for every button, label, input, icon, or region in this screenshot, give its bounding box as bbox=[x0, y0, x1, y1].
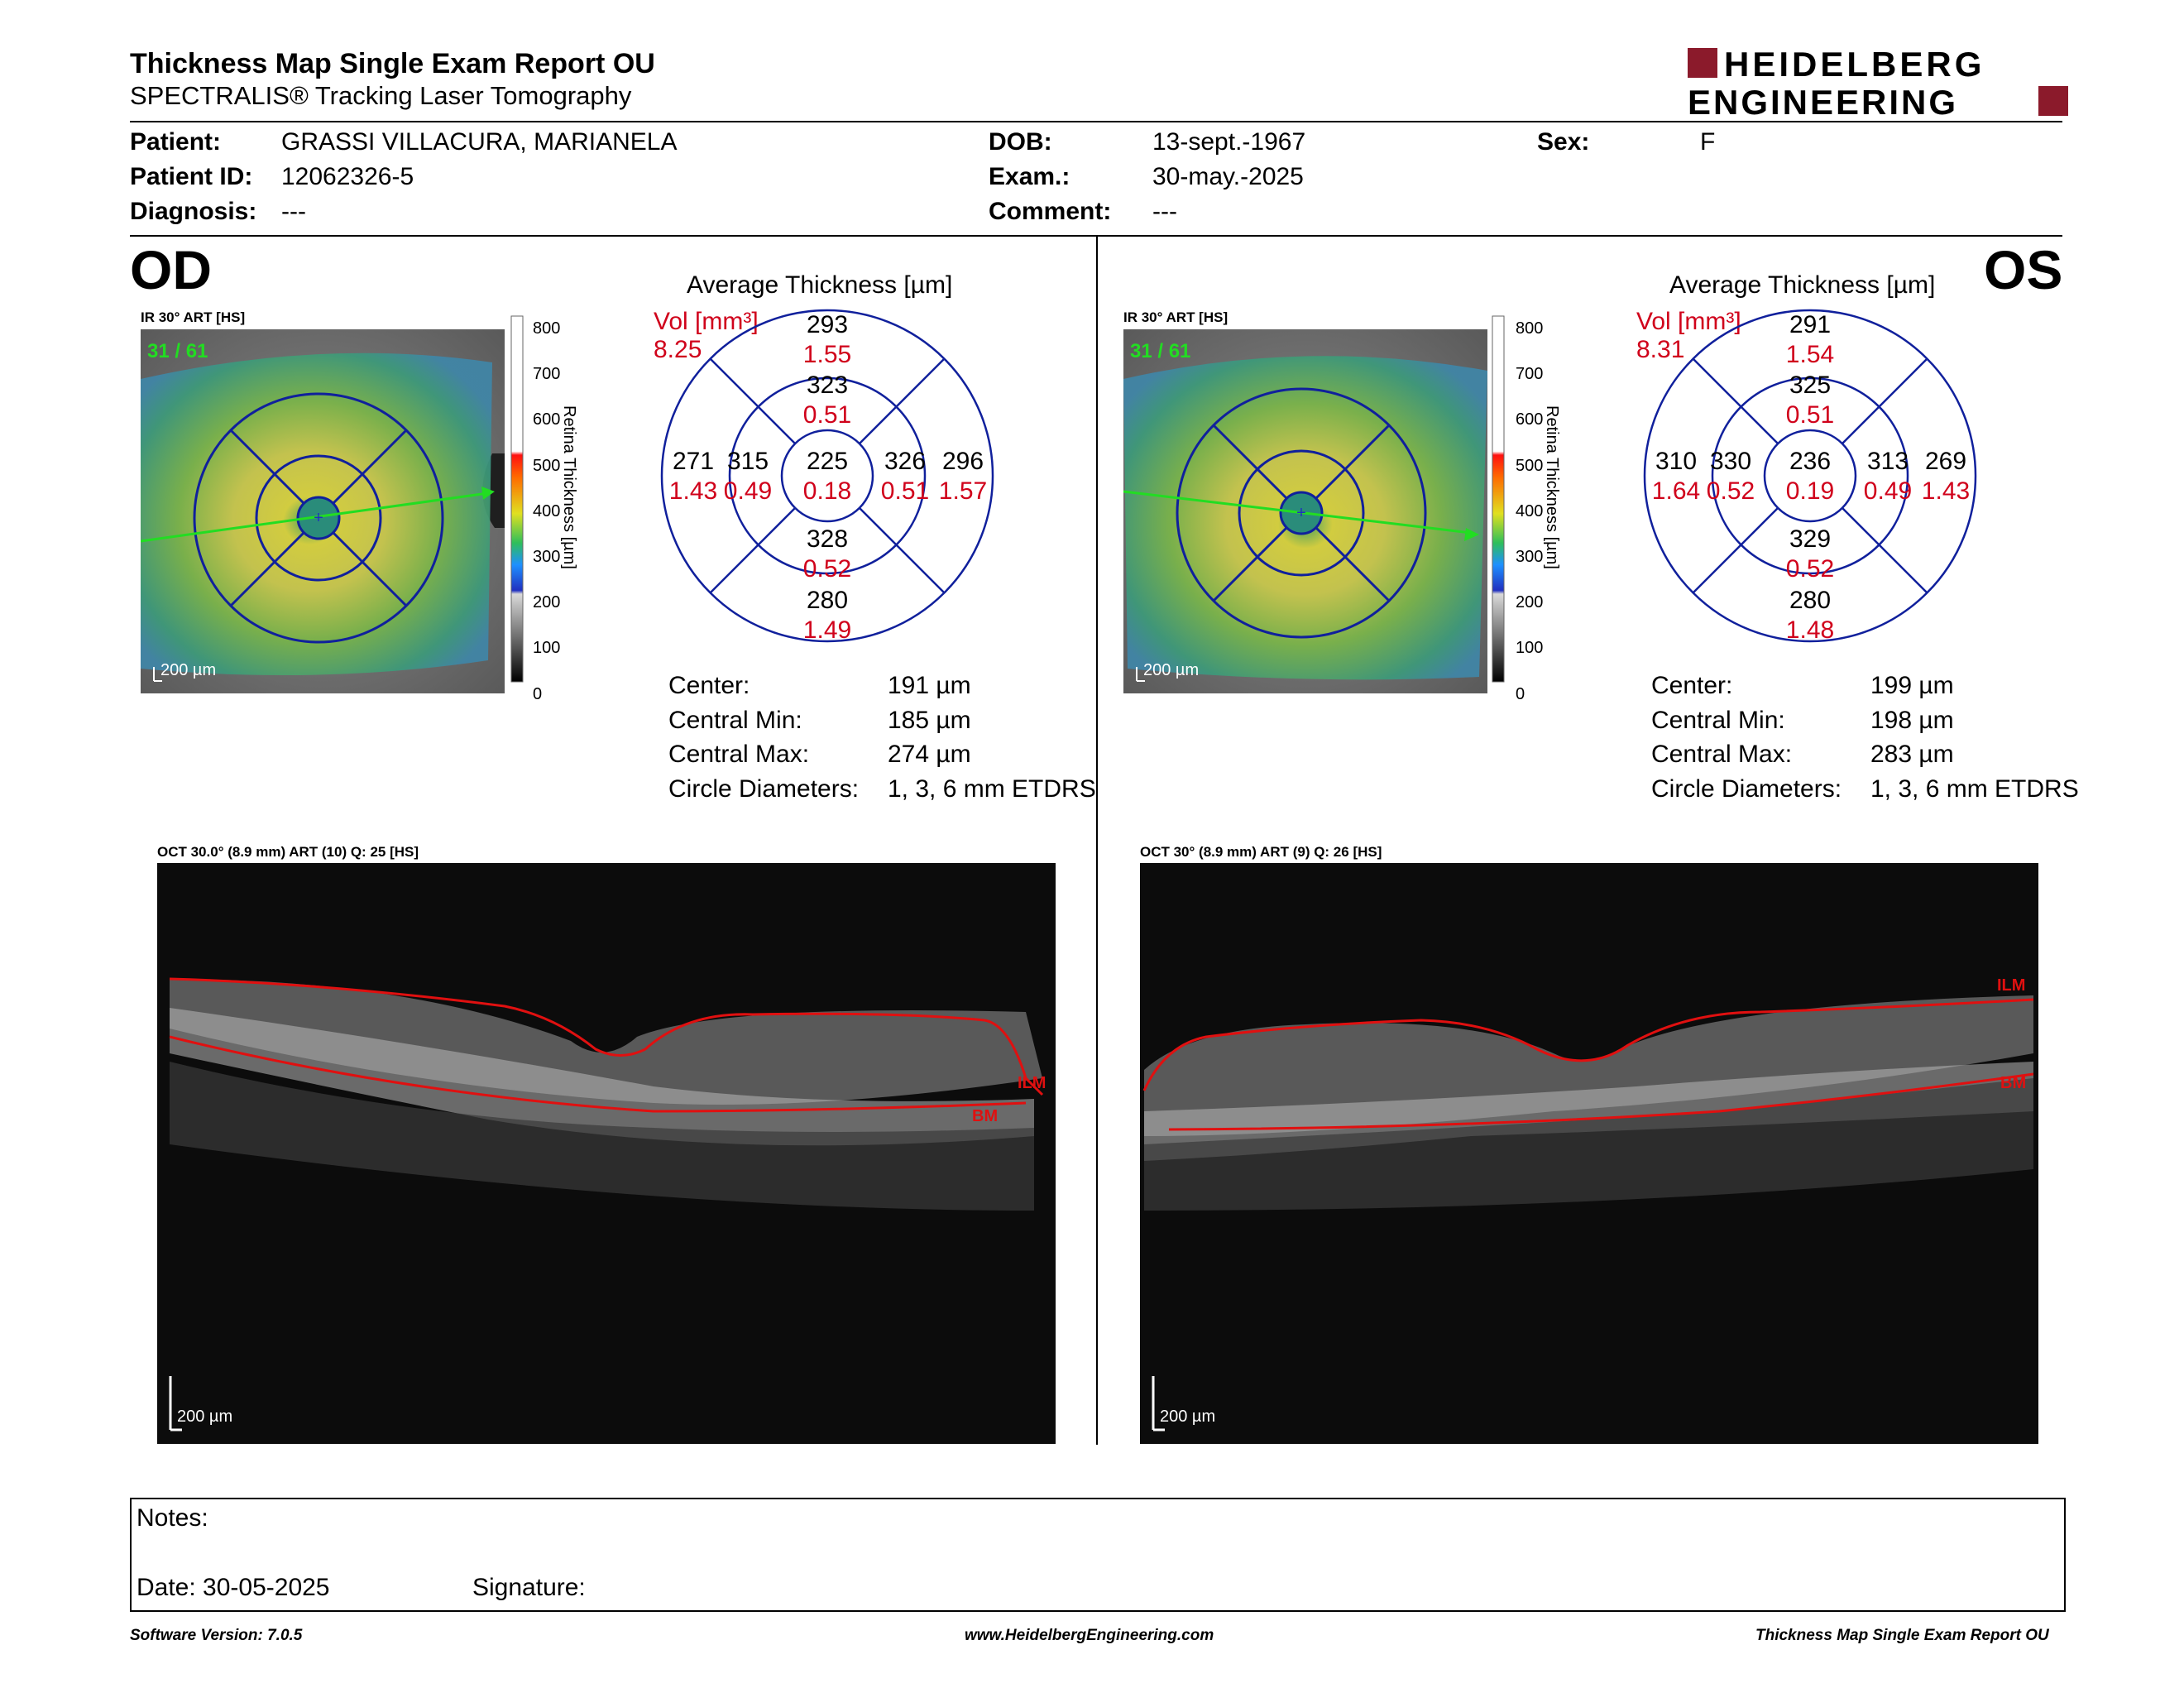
od-etdrs-grid bbox=[658, 306, 997, 650]
od-sector-outer-right: 296 1.57 bbox=[938, 448, 988, 505]
od-vol-total: 8.25 bbox=[654, 336, 702, 363]
os-avg-title: Average Thickness [µm] bbox=[1669, 271, 1936, 299]
os-sector-outer-inf: 280 1.48 bbox=[1785, 587, 1835, 644]
os-sector-center: 236 0.19 bbox=[1785, 448, 1835, 505]
od-oct-label: OCT 30.0° (8.9 mm) ART (10) Q: 25 [HS] bbox=[157, 844, 419, 860]
os-sector-inner-right: 313 0.49 bbox=[1863, 448, 1913, 505]
os-ir-label: IR 30° ART [HS] bbox=[1123, 309, 1228, 325]
eye-divider bbox=[1096, 237, 1098, 1445]
svg-text:HEIDELBERG: HEIDELBERG bbox=[1724, 45, 1985, 84]
svg-text:BM: BM bbox=[2000, 1074, 2026, 1092]
sex-value: F bbox=[1700, 128, 1716, 156]
os-sector-outer-sup: 291 1.54 bbox=[1785, 311, 1835, 368]
svg-text:+: + bbox=[1296, 504, 1306, 522]
od-sector-center: 225 0.18 bbox=[802, 448, 852, 505]
os-vol-total: 8.31 bbox=[1636, 336, 1685, 363]
od-thickness-map: + 31 / 61 200 µm bbox=[140, 329, 505, 698]
od-ir-label: IR 30° ART [HS] bbox=[141, 309, 246, 325]
od-sector-inner-left: 315 0.49 bbox=[723, 448, 773, 505]
od-sector-inner-right: 326 0.51 bbox=[880, 448, 930, 505]
od-colorbar-ticks: 800 700 600 500 400 300 200 100 0 bbox=[533, 319, 561, 703]
report-subtitle: SPECTRALIS® Tracking Laser Tomography bbox=[130, 81, 632, 110]
svg-text:ILM: ILM bbox=[1018, 1074, 1046, 1092]
os-sector-inner-left: 330 0.52 bbox=[1706, 448, 1755, 505]
os-sector-inner-inf: 329 0.52 bbox=[1785, 525, 1835, 583]
svg-text:31 / 61: 31 / 61 bbox=[1130, 340, 1190, 362]
footer-report-name: Thickness Map Single Exam Report OU bbox=[1755, 1627, 2049, 1644]
os-sector-inner-sup: 325 0.51 bbox=[1785, 372, 1835, 429]
od-colorbar bbox=[508, 308, 599, 701]
os-etdrs-grid bbox=[1640, 306, 1980, 650]
od-sector-inner-inf: 328 0.52 bbox=[802, 525, 852, 583]
os-colorbar-ticks: 800 700 600 500 400 300 200 100 0 bbox=[1516, 319, 1544, 703]
footer-software-version: Software Version: 7.0.5 bbox=[130, 1627, 303, 1644]
od-sector-outer-inf: 280 1.49 bbox=[802, 587, 852, 644]
svg-text:200 µm: 200 µm bbox=[1143, 661, 1199, 679]
svg-text:ILM: ILM bbox=[1997, 976, 2025, 995]
os-colorbar bbox=[1489, 308, 1580, 701]
date-label: Date: 30-05-2025 bbox=[136, 1574, 330, 1601]
signature-label: Signature: bbox=[472, 1574, 586, 1601]
patient-name: GRASSI VILLACURA, MARIANELA bbox=[281, 128, 678, 156]
exam-value: 30-may.-2025 bbox=[1152, 163, 1304, 190]
od-stats-labels: Center: Central Min: Central Max: Circle D… bbox=[668, 672, 860, 803]
notes-box[interactable]: Notes: Date: 30-05-2025 Signature: bbox=[130, 1498, 2066, 1612]
comment-value: --- bbox=[1152, 198, 1177, 225]
dob-label: DOB: bbox=[989, 128, 1052, 156]
od-sector-outer-sup: 293 1.55 bbox=[802, 311, 852, 368]
svg-text:BM: BM bbox=[972, 1107, 998, 1125]
footer-website[interactable]: www.HeidelbergEngineering.com bbox=[965, 1627, 1214, 1644]
patient-id-value: 12062326-5 bbox=[281, 163, 414, 190]
heidelberg-logo: HEIDELBERG ENGINEERING bbox=[1688, 43, 2068, 122]
diagnosis-label: Diagnosis: bbox=[130, 198, 257, 225]
svg-text:+: + bbox=[314, 509, 323, 527]
comment-label: Comment: bbox=[989, 198, 1112, 225]
patient-label: Patient: bbox=[130, 128, 222, 156]
os-thickness-map: + 31 / 61 200 µm bbox=[1123, 329, 1487, 698]
os-colorbar-label: Retina Thickness [µm] bbox=[1543, 405, 1561, 569]
os-stats-labels: Center: Central Min: Central Max: Circle D… bbox=[1651, 672, 1842, 803]
od-sector-outer-left: 271 1.43 bbox=[668, 448, 718, 505]
od-stats-values: 191 µm 185 µm 274 µm 1, 3, 6 mm ETDRS bbox=[888, 672, 1096, 803]
od-oct-scan: ILM BM 200 µm bbox=[157, 863, 1056, 1448]
os-sector-outer-left: 310 1.64 bbox=[1651, 448, 1701, 505]
dob-value: 13-sept.-1967 bbox=[1152, 128, 1306, 156]
os-vol-label: Vol [mm³] bbox=[1636, 308, 1741, 335]
os-oct-scan: ILM BM 200 µm bbox=[1140, 863, 2038, 1448]
od-eye-label: OD bbox=[130, 239, 212, 300]
os-stats-values: 199 µm 198 µm 283 µm 1, 3, 6 mm ETDRS bbox=[1870, 672, 2079, 803]
diagnosis-value: --- bbox=[281, 198, 306, 225]
sex-label: Sex: bbox=[1537, 128, 1590, 156]
svg-text:200 µm: 200 µm bbox=[1160, 1407, 1215, 1426]
svg-text:200 µm: 200 µm bbox=[160, 661, 216, 679]
od-sector-inner-sup: 323 0.51 bbox=[802, 372, 852, 429]
svg-text:ENGINEERING: ENGINEERING bbox=[1688, 83, 1958, 117]
os-oct-label: OCT 30° (8.9 mm) ART (9) Q: 26 [HS] bbox=[1140, 844, 1382, 860]
notes-label: Notes: bbox=[136, 1504, 208, 1532]
od-avg-title: Average Thickness [µm] bbox=[687, 271, 953, 299]
svg-text:31 / 61: 31 / 61 bbox=[147, 340, 208, 362]
os-sector-outer-right: 269 1.43 bbox=[1921, 448, 1971, 505]
svg-text:200 µm: 200 µm bbox=[177, 1407, 232, 1426]
od-vol-label: Vol [mm³] bbox=[654, 308, 759, 335]
patient-id-label: Patient ID: bbox=[130, 163, 253, 190]
os-eye-label: OS bbox=[1984, 239, 2063, 300]
report-title: Thickness Map Single Exam Report OU bbox=[130, 48, 655, 79]
exam-label: Exam.: bbox=[989, 163, 1070, 190]
od-colorbar-label: Retina Thickness [µm] bbox=[560, 405, 578, 569]
